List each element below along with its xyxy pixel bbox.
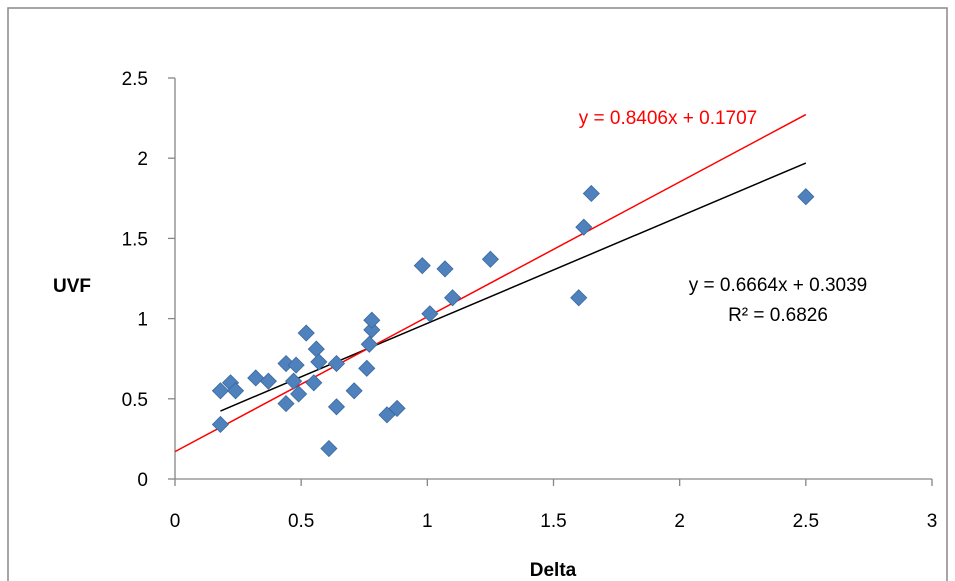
y-tick-label: 2: [137, 149, 148, 170]
data-point: [575, 218, 593, 236]
x-tick-label: 3: [927, 511, 938, 532]
data-point: [247, 369, 265, 387]
data-point: [444, 289, 462, 307]
data-point: [211, 415, 229, 434]
data-point: [290, 385, 308, 403]
black-trendline: [220, 162, 807, 412]
trendlines: [174, 113, 807, 453]
y-tick-label: 2.5: [122, 69, 148, 90]
data-points: [211, 184, 815, 458]
data-point: [358, 359, 376, 377]
data-point: [310, 353, 328, 371]
data-point: [360, 335, 378, 353]
data-point: [211, 382, 229, 400]
data-point: [421, 305, 439, 323]
y-tick-label: 0.5: [122, 390, 148, 411]
data-point: [797, 188, 815, 206]
data-point: [305, 374, 323, 392]
data-point: [226, 382, 245, 400]
data-point: [388, 399, 406, 417]
y-tick-label: 0: [137, 470, 148, 491]
data-point: [285, 372, 303, 390]
data-point: [436, 260, 454, 278]
data-point: [327, 398, 346, 416]
y-tick-label: 1.5: [122, 229, 148, 250]
y-tick-label: 1: [137, 310, 148, 331]
black-trendline-r-squared: R² = 0.6826: [728, 305, 828, 326]
x-tick-label: 0.5: [288, 511, 314, 532]
x-tick-label: 0: [170, 511, 181, 532]
data-point: [582, 184, 600, 203]
data-point: [320, 439, 338, 458]
data-point: [259, 372, 277, 390]
red-trendline: [174, 113, 807, 453]
data-point: [481, 250, 499, 268]
x-tick-label: 2.5: [793, 511, 819, 532]
data-point: [277, 395, 295, 413]
data-point: [413, 257, 431, 275]
x-ticks: 0 0.5 1 1.5 2 2.5 3: [170, 479, 938, 532]
data-point: [363, 311, 381, 329]
x-tick-label: 2: [674, 511, 685, 532]
x-tick-label: 1: [422, 511, 433, 532]
data-point: [297, 324, 315, 342]
data-point: [363, 321, 381, 339]
x-tick-label: 1.5: [540, 511, 566, 532]
data-point: [345, 382, 363, 400]
y-axis-title: UVF: [53, 276, 91, 297]
data-point: [287, 356, 305, 374]
chart-border: [7, 7, 948, 581]
y-ticks: 0 0.5 1 1.5 2 2.5: [122, 69, 175, 491]
data-point: [327, 354, 346, 373]
red-trendline-equation: y = 0.8406x + 0.1707: [579, 108, 758, 129]
black-trendline-equation: y = 0.6664x + 0.3039: [689, 275, 868, 296]
data-point: [570, 289, 588, 307]
x-axis-title: Delta: [530, 560, 577, 581]
